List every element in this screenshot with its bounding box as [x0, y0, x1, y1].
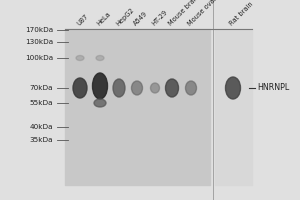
Text: HeLa: HeLa [96, 11, 112, 27]
Text: HepG2: HepG2 [115, 7, 135, 27]
Text: A549: A549 [133, 11, 149, 27]
Text: HT-29: HT-29 [151, 9, 169, 27]
Text: 170kDa: 170kDa [25, 27, 53, 33]
Text: HNRNPL: HNRNPL [257, 84, 289, 92]
Text: 40kDa: 40kDa [29, 124, 53, 130]
Ellipse shape [96, 55, 104, 60]
Text: 130kDa: 130kDa [25, 39, 53, 45]
Ellipse shape [113, 79, 125, 97]
Ellipse shape [76, 55, 84, 60]
Text: 70kDa: 70kDa [29, 85, 53, 91]
Text: Mouse brain: Mouse brain [168, 0, 201, 27]
Ellipse shape [73, 78, 87, 98]
Ellipse shape [151, 83, 160, 93]
Ellipse shape [166, 79, 178, 97]
Ellipse shape [226, 77, 241, 99]
Text: 35kDa: 35kDa [29, 137, 53, 143]
Text: 55kDa: 55kDa [29, 100, 53, 106]
Ellipse shape [92, 73, 107, 99]
Ellipse shape [185, 81, 197, 95]
Text: Rat brain: Rat brain [229, 1, 255, 27]
Text: Mouse ovary: Mouse ovary [187, 0, 221, 27]
Text: 100kDa: 100kDa [25, 55, 53, 61]
Ellipse shape [94, 99, 106, 107]
Ellipse shape [131, 81, 142, 95]
Text: U87: U87 [76, 13, 89, 27]
